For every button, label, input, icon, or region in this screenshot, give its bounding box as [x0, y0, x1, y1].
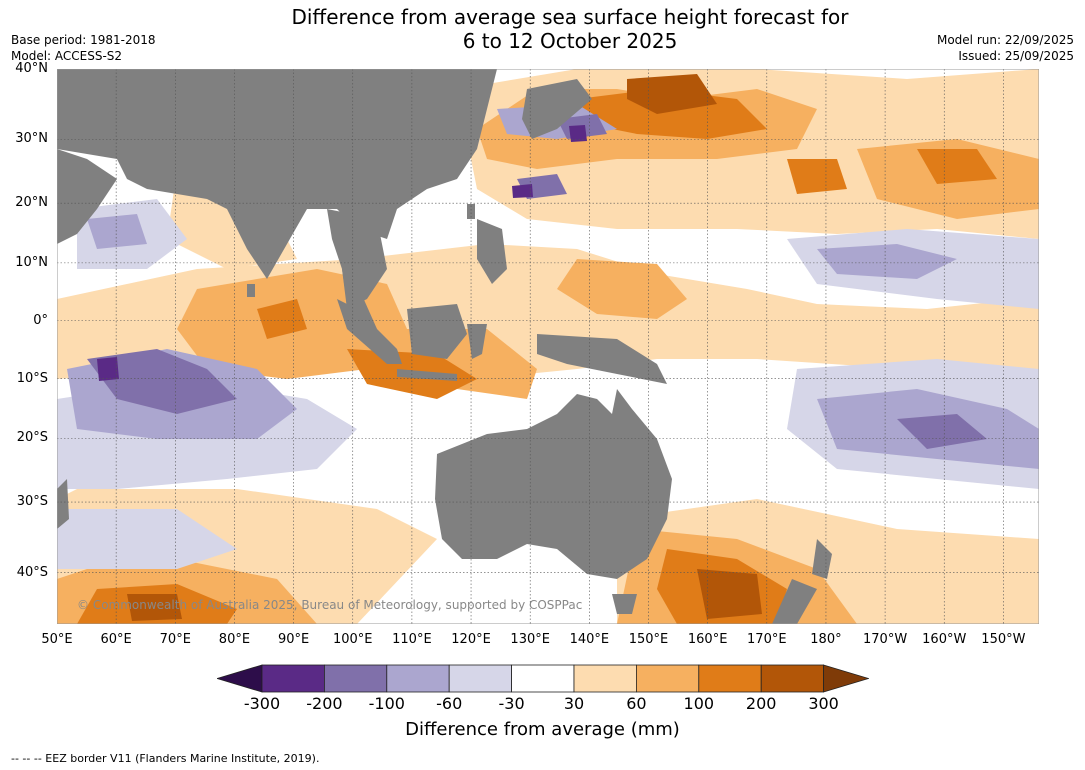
colorbar-cell [698, 664, 762, 693]
title-line-2: 6 to 12 October 2025 [462, 29, 678, 53]
longitude-label: 60°E [100, 632, 132, 647]
chart-title: Difference from average sea surface heig… [0, 5, 1085, 53]
meta-right: Model run: 22/09/2025 Issued: 25/09/2025 [937, 32, 1074, 64]
longitude-label: 90°E [277, 632, 310, 647]
colorbar-tick-label: 60 [626, 694, 647, 713]
longitude-label: 50°E [41, 632, 73, 647]
colorbar-cell [324, 664, 388, 693]
anomaly-field-positive-extreme [127, 74, 762, 621]
australia [435, 389, 672, 579]
malay-peninsula [342, 269, 377, 334]
longitude-label: 180° [810, 632, 842, 647]
longitude-label: 120°E [451, 632, 491, 647]
latitude-label: 10°N [15, 254, 48, 270]
colorbar-cell [386, 664, 450, 693]
indochina [327, 209, 387, 309]
anomaly-field-negative-extreme [97, 125, 587, 381]
longitude-label: 140°E [569, 632, 610, 647]
graticule [57, 69, 1039, 624]
copyright-notice: © Commonwealth of Australia 2025, Bureau… [77, 598, 582, 612]
longitude-label: 70°E [159, 632, 191, 647]
new-guinea [537, 334, 667, 384]
latitude-label: 40°N [15, 61, 48, 76]
colorbar-tick-label: 100 [683, 694, 715, 713]
madagascar [57, 479, 69, 529]
colorbar-cell [635, 664, 700, 693]
japan [522, 79, 592, 139]
latitude-label: 30°N [15, 131, 48, 147]
philippines [477, 219, 507, 284]
longitude-label: 110°E [392, 632, 432, 647]
base-period: Base period: 1981-2018 [11, 33, 156, 47]
longitude-label: 150°W [981, 632, 1026, 647]
taiwan [467, 204, 475, 219]
colorbar-cell [573, 664, 637, 693]
longitude-label: 160°W [922, 632, 967, 647]
sri-lanka [247, 284, 255, 297]
latitude-label: 20°S [16, 430, 48, 446]
longitude-label: 160°E [687, 632, 728, 647]
longitude-label: 130°E [510, 632, 550, 647]
colorbar-tick-label: -30 [498, 694, 525, 713]
colorbar-arrow-low [217, 664, 263, 693]
meta-left: Base period: 1981-2018 Model: ACCESS-S2 [11, 32, 156, 64]
borneo [407, 304, 467, 359]
latitude-label: 40°S [16, 564, 48, 580]
land [57, 69, 832, 624]
colorbar-cell [448, 664, 512, 693]
sea-level-map: © Commonwealth of Australia 2025, Bureau… [57, 69, 1039, 624]
latitude-label: 30°S [16, 494, 48, 510]
colorbar-cell [760, 664, 825, 693]
latitude-label: 10°S [16, 370, 48, 386]
issued-date: Issued: 25/09/2025 [958, 49, 1074, 63]
longitude-label: 170°E [747, 632, 787, 647]
new-zealand-south [772, 579, 817, 624]
model-run: Model run: 22/09/2025 [936, 33, 1074, 47]
sumatra [337, 299, 402, 364]
model-name: Model: ACCESS-S2 [11, 49, 123, 63]
footer-note: -- -- -- EEZ border V11 (Flanders Marine… [11, 752, 320, 765]
colorbar-tick-label: 30 [563, 694, 585, 713]
colorbar-cell [511, 664, 575, 693]
colorbar-tick-label: -300 [243, 694, 281, 713]
colorbar-tick-label: -100 [368, 694, 405, 713]
colorbar [217, 664, 869, 693]
arabian-peninsula [57, 149, 117, 244]
latitude-label: 20°N [15, 195, 48, 211]
colorbar-title: Difference from average (mm) [405, 719, 680, 740]
colorbar-cell [261, 664, 325, 693]
sulawesi [467, 324, 487, 359]
colorbar-tick-label: -60 [436, 694, 463, 713]
longitude-label: 100°E [332, 632, 373, 647]
colorbar-tick-label: -200 [306, 694, 343, 713]
colorbar-tick-label: 200 [745, 694, 777, 713]
asia-landmass [57, 69, 497, 279]
tasmania [612, 594, 637, 614]
colorbar-tick-label: 300 [808, 694, 839, 713]
longitude-label: 150°E [628, 632, 669, 647]
title-line-1: Difference from average sea surface heig… [291, 5, 849, 29]
longitude-label: 80°E [218, 632, 251, 647]
colorbar-arrow-high [823, 664, 869, 693]
longitude-label: 170°W [863, 632, 908, 647]
latitude-label: 0° [33, 312, 48, 328]
new-zealand-north [812, 539, 832, 579]
